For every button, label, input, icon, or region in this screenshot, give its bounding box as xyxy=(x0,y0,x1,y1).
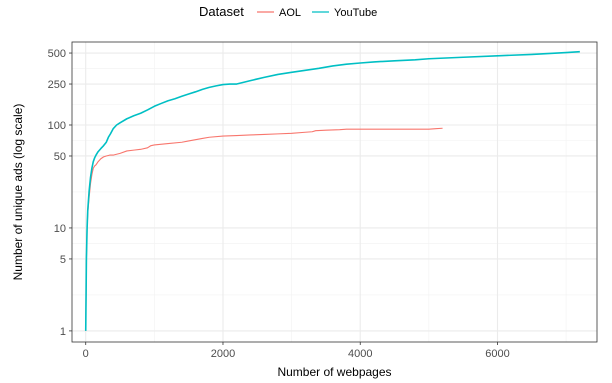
series-line-aol xyxy=(85,127,443,331)
grid-minor xyxy=(72,42,597,342)
x-tick-label: 6000 xyxy=(485,348,509,360)
x-axis-title: Number of webpages xyxy=(277,365,391,379)
y-axis: 1 5 10 50 100 250 500 xyxy=(48,48,72,338)
y-tick-label: 100 xyxy=(48,120,66,132)
y-tick-label: 50 xyxy=(54,151,66,163)
y-tick-label: 250 xyxy=(48,79,66,91)
series-line-youtube xyxy=(84,50,580,331)
y-tick-label: 5 xyxy=(60,254,66,266)
legend-label-youtube: YouTube xyxy=(334,7,377,19)
x-tick-label: 4000 xyxy=(348,348,372,360)
y-tick-label: 10 xyxy=(54,223,66,235)
x-axis: 0 2000 4000 6000 xyxy=(83,342,510,360)
y-tick-label: 1 xyxy=(60,326,66,338)
legend-label-aol: AOL xyxy=(279,7,301,19)
legend: Dataset AOL YouTube xyxy=(199,4,377,19)
y-axis-title: Number of unique ads (log scale) xyxy=(11,104,25,281)
grid-major xyxy=(72,42,597,342)
plot-panel-border xyxy=(71,41,598,343)
series-group xyxy=(84,50,580,331)
x-tick-label: 2000 xyxy=(211,348,235,360)
x-tick-label: 0 xyxy=(83,348,89,360)
legend-title: Dataset xyxy=(199,4,244,19)
y-tick-label: 500 xyxy=(48,48,66,60)
